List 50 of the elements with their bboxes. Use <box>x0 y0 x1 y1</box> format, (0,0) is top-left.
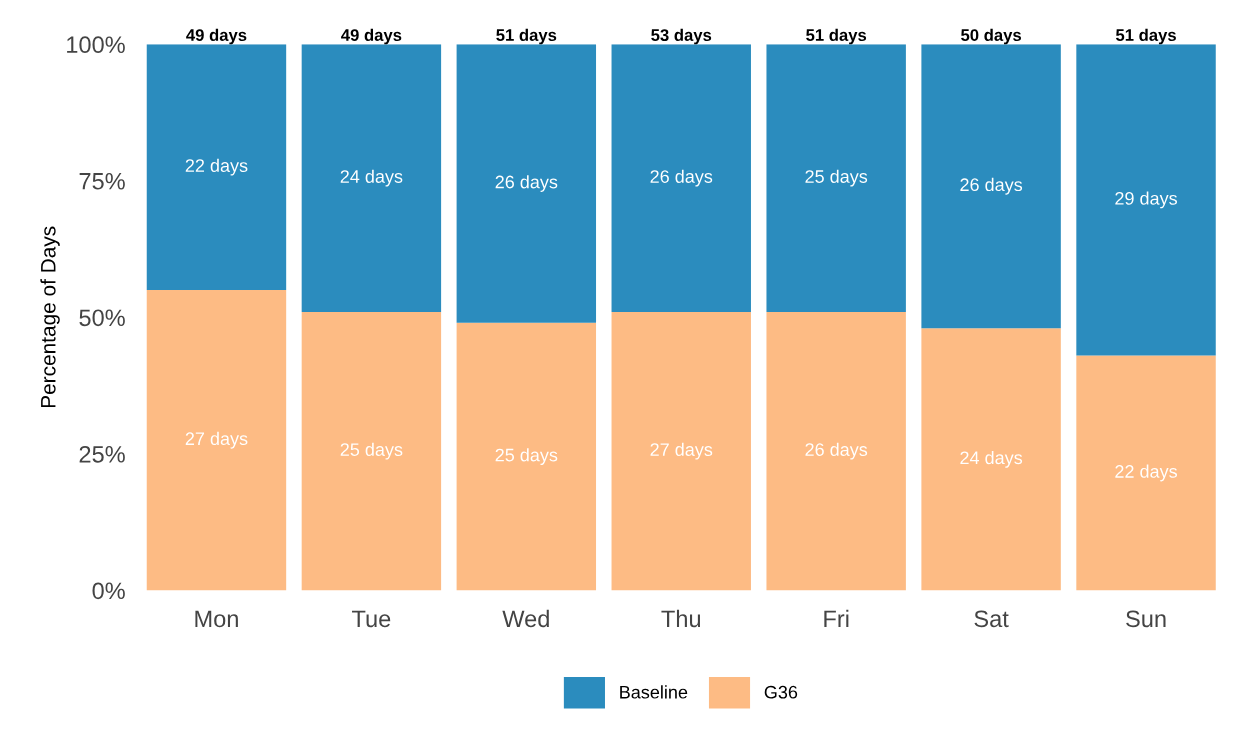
annotation: 49 days <box>186 28 247 45</box>
x-tick-label: Sun <box>1126 610 1166 628</box>
annotation: 27 days <box>650 442 713 460</box>
x-tick-label: Fri <box>824 609 849 627</box>
annotation: 50 days <box>961 28 1022 45</box>
annotation: 49 days <box>341 28 402 45</box>
y-tick-label: 50% <box>79 309 125 327</box>
annotation: 25 days <box>340 442 403 460</box>
annotation: 51 days <box>496 28 557 45</box>
legend-label: Baseline <box>620 685 688 699</box>
annotation: 51 days <box>1115 28 1176 45</box>
bar <box>456 44 597 323</box>
bar <box>766 44 906 312</box>
y-tick-label: 25% <box>79 445 125 463</box>
annotation: 53 days <box>651 28 712 45</box>
bar <box>146 290 287 591</box>
annotation: 27 days <box>185 431 248 449</box>
x-tick-label: Wed <box>502 609 549 628</box>
annotation: 25 days <box>805 169 868 187</box>
annotation: 24 days <box>340 169 403 187</box>
bar <box>921 328 1061 591</box>
bar <box>301 44 442 312</box>
bar <box>766 311 906 591</box>
annotation: 26 days <box>650 169 713 187</box>
annotation: 24 days <box>960 450 1023 468</box>
bar <box>146 44 287 291</box>
y-tick-label: 75% <box>79 172 125 190</box>
x-tick-label: Thu <box>661 609 701 628</box>
y-axis-title: Percentage of Days <box>40 226 60 408</box>
annotation: 22 days <box>1115 464 1178 482</box>
x-tick-label: Mon <box>195 610 238 628</box>
y-tick-label: 0% <box>92 582 125 600</box>
bar <box>456 322 597 591</box>
legend-label: G36 <box>764 685 798 699</box>
annotation: 25 days <box>495 448 558 466</box>
bar <box>301 311 442 591</box>
bar <box>1076 44 1216 356</box>
annotation: 26 days <box>495 175 558 192</box>
annotation: 26 days <box>805 442 868 460</box>
bar <box>921 44 1061 329</box>
annotation: 26 days <box>960 177 1023 195</box>
x-tick-label: Sat <box>974 610 1009 628</box>
annotation: 29 days <box>1115 191 1178 209</box>
x-tick-label: Tue <box>352 610 391 628</box>
annotation: 51 days <box>806 28 867 45</box>
bar <box>611 44 751 312</box>
bar <box>1076 355 1216 591</box>
annotation: 22 days <box>185 158 248 176</box>
y-tick-label: 100% <box>67 36 125 54</box>
bar <box>611 311 751 591</box>
